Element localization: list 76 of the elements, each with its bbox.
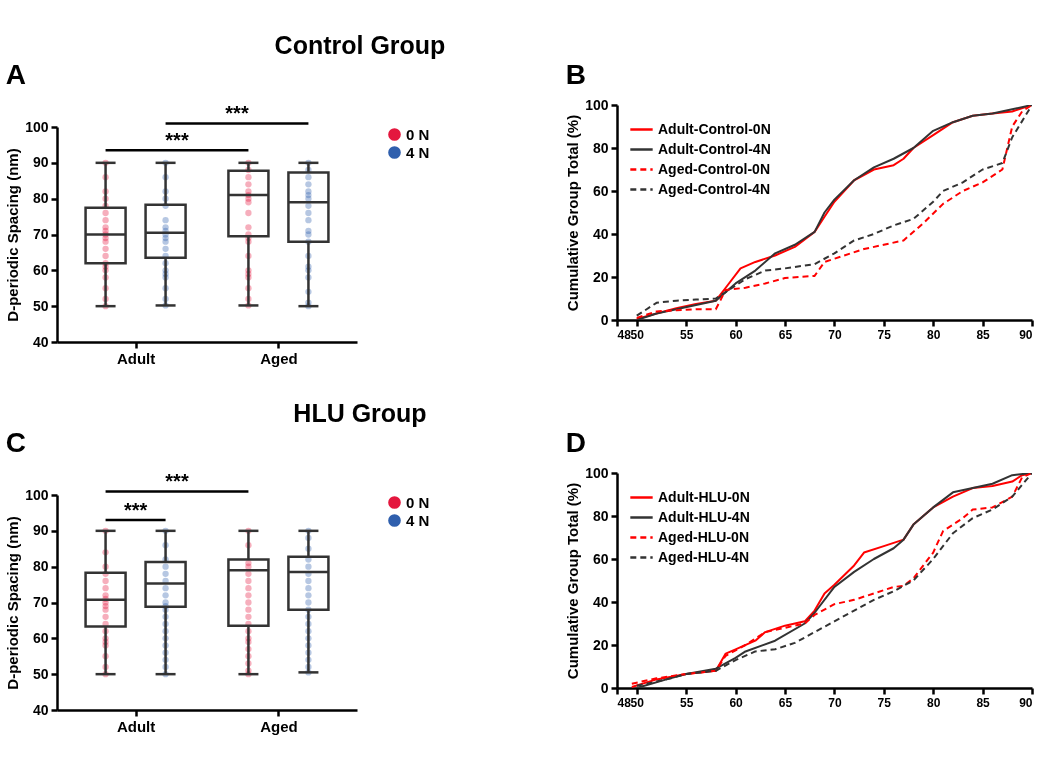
y-axis-title: Cumulative Group Total (%) [564,114,582,312]
x-tick-label: 65 [778,695,793,710]
annotation: *** [123,499,148,522]
y-tick-label: 100 [25,486,49,503]
chart-subtitle: Control Group [273,30,447,60]
y-tick-label: 70 [32,594,49,610]
x-tick-label: 70 [828,327,842,342]
legend-label: Adult-HLU-0N [658,488,750,505]
legend-label: Aged-HLU-4N [658,548,749,565]
x-tick-label: Adult [116,717,156,735]
x-tick-label: Aged [260,717,298,735]
x-tick-label: 50 [630,695,645,710]
x-tick-label: 75 [877,327,892,342]
legend-label: 4 N [406,143,430,161]
x-tick-label: Aged [260,349,298,367]
x-tick-label: 90 [1019,327,1033,342]
text: *** [225,102,249,125]
y-tick-label: 40 [32,333,49,350]
annotation: *** [165,129,189,152]
x-tick-label: 90 [1019,695,1033,710]
y-tick-label: 0 [600,311,609,328]
y-axis-title: D-periodic Spacing (nm) [4,516,22,690]
x-tick-label: 48 [617,327,632,342]
x-tick-label: 50 [630,327,645,342]
y-axis-title: D-periodic Spacing (nm) [4,148,22,322]
legend-label: 4 N [406,511,430,529]
y-tick-label: 90 [32,522,49,539]
x-tick-label: 65 [778,327,793,342]
y-tick-label: 40 [592,225,609,242]
legend-label: 0 N [406,125,430,143]
y-tick-label: 60 [32,261,49,278]
y-tick-label: 20 [592,636,609,653]
x-tick-label: 60 [729,327,744,342]
x-tick-label: 70 [828,695,842,710]
y-tick-label: 60 [32,629,49,646]
x-tick-label: 55 [679,327,694,342]
y-axis-title: Cumulative Group Total (%) [564,482,582,680]
y-tick-label: 80 [592,139,609,156]
x-tick-label: 80 [927,327,941,342]
legend-label: Adult-HLU-4N [658,508,750,525]
y-tick-label: 90 [32,154,49,171]
y-tick-label: 100 [585,464,609,481]
y-tick-label: 50 [32,665,49,682]
legend-label: 0 N [406,493,430,511]
chart-subtitle: HLU Group [292,398,428,428]
y-tick-label: 100 [585,96,609,113]
legend-label: Adult-Control-4N [658,140,771,157]
chart-title: C [5,427,26,459]
chart-title: D [565,427,586,458]
legend-label: Aged-Control-4N [658,180,770,197]
y-tick-label: 40 [592,593,609,610]
chart-title: B [565,59,586,90]
chart-title: A [5,59,26,91]
x-tick-label: 85 [976,327,991,342]
x-tick-label: Adult [116,349,156,367]
legend-label: Adult-Control-0N [658,120,771,137]
y-tick-label: 60 [592,182,609,199]
y-tick-label: 80 [32,190,49,207]
y-tick-label: 80 [32,558,49,575]
y-tick-label: 80 [592,507,609,524]
x-tick-label: 55 [679,695,694,710]
x-tick-label: 80 [927,695,941,710]
x-tick-label: 75 [877,695,892,710]
y-tick-label: 50 [32,297,49,314]
y-tick-label: 60 [592,550,609,567]
y-tick-label: 40 [32,701,49,718]
text: *** [165,470,189,493]
x-tick-label: 85 [976,695,991,710]
y-tick-label: 70 [32,226,49,242]
y-tick-label: 100 [25,118,49,135]
x-tick-label: 48 [617,695,632,710]
y-tick-label: 0 [600,679,609,696]
y-tick-label: 20 [592,268,609,285]
x-tick-label: 60 [729,695,744,710]
legend-label: Aged-Control-0N [658,160,770,177]
legend-label: Aged-HLU-0N [658,528,749,545]
